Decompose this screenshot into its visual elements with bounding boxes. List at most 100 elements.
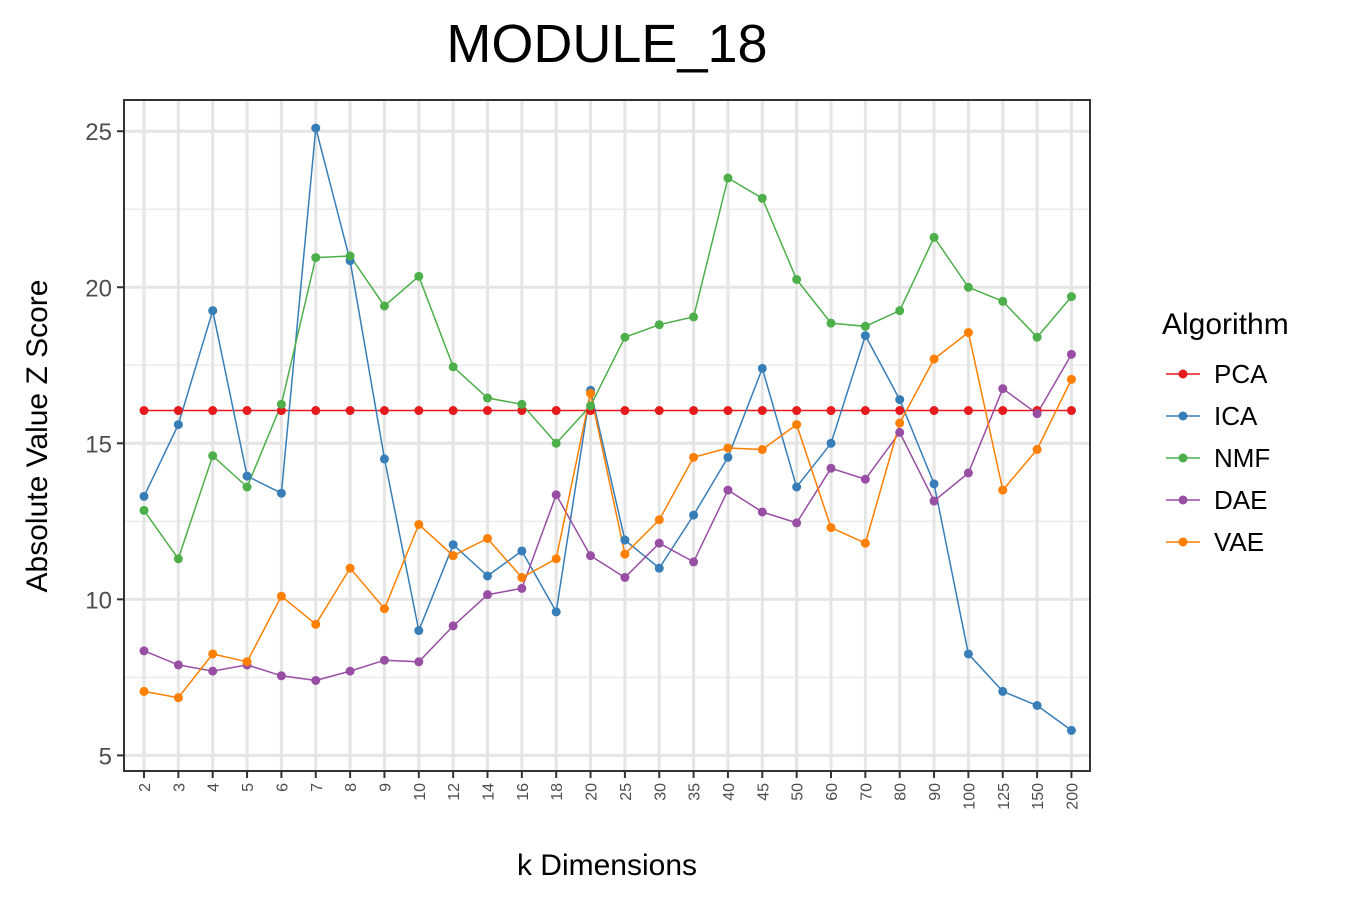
data-point-ica: [826, 438, 836, 448]
y-tick-label: 10: [85, 587, 112, 614]
data-point-nmf: [173, 554, 183, 564]
data-point-nmf: [929, 232, 939, 242]
data-point-ica: [895, 395, 905, 405]
data-point-pca: [723, 406, 733, 416]
data-point-nmf: [1032, 332, 1042, 342]
data-point-pca: [757, 406, 767, 416]
x-tick-label: 125: [996, 783, 1013, 810]
data-point-vae: [414, 519, 424, 529]
data-point-vae: [173, 693, 183, 703]
x-tick-label: 150: [1030, 783, 1047, 810]
data-point-dae: [379, 655, 389, 665]
series-line-dae: [143, 354, 1073, 682]
data-point-dae: [1032, 409, 1042, 419]
data-point-dae: [723, 485, 733, 495]
data-point-pca: [792, 406, 802, 416]
data-point-dae: [654, 538, 664, 548]
data-point-vae: [448, 551, 458, 561]
data-point-pca: [345, 406, 355, 416]
x-tick-label: 90: [927, 783, 944, 801]
data-point-vae: [860, 538, 870, 548]
x-tick-label: 100: [961, 783, 978, 810]
data-point-pca: [139, 406, 149, 416]
legend-label-vae: VAE: [1214, 527, 1264, 557]
data-point-nmf: [998, 296, 1008, 306]
data-point-pca: [242, 406, 252, 416]
data-point-nmf: [689, 312, 699, 322]
data-point-pca: [208, 406, 218, 416]
data-point-vae: [723, 443, 733, 453]
data-point-dae: [414, 657, 424, 667]
x-tick-label: 80: [893, 783, 910, 801]
x-axis-title: k Dimensions: [517, 849, 697, 882]
data-point-nmf: [208, 451, 218, 461]
data-point-nmf: [483, 393, 492, 403]
legend: Algorithm PCA ICA NMF DAE VAE: [1162, 308, 1289, 557]
legend-label-pca: PCA: [1214, 359, 1268, 389]
data-point-pca: [1066, 406, 1076, 416]
data-point-nmf: [276, 399, 286, 409]
data-point-vae: [689, 452, 699, 462]
x-tick-label: 20: [584, 783, 601, 801]
data-point-dae: [792, 518, 802, 528]
series-line-vae: [143, 331, 1073, 699]
data-point-pca: [517, 406, 527, 416]
legend-label-ica: ICA: [1214, 401, 1258, 431]
data-point-dae: [448, 621, 458, 631]
data-point-vae: [345, 563, 355, 573]
data-point-vae: [929, 354, 939, 364]
data-point-ica: [620, 535, 630, 545]
data-point-nmf: [311, 253, 321, 263]
data-point-vae: [620, 549, 630, 559]
data-point-dae: [586, 551, 596, 561]
data-point-pca: [860, 406, 870, 416]
x-tick-label: 30: [652, 783, 669, 801]
data-point-vae: [551, 554, 561, 564]
data-point-vae: [276, 591, 286, 601]
data-point-nmf: [826, 318, 836, 328]
panel-border: [123, 99, 1091, 772]
data-point-pca: [483, 406, 492, 416]
data-point-ica: [448, 540, 458, 550]
data-point-nmf: [723, 173, 733, 183]
data-point-nmf: [654, 320, 664, 330]
data-point-ica: [1032, 700, 1042, 710]
x-tick-label: 12: [446, 783, 463, 801]
data-point-vae: [963, 328, 973, 338]
x-tick-label: 18: [549, 783, 566, 801]
y-axis-title: Absolute Value Z Score: [21, 280, 54, 593]
data-point-dae: [208, 666, 218, 676]
data-point-dae: [551, 490, 561, 500]
x-tick-label: 6: [274, 783, 291, 792]
series-line-nmf: [143, 176, 1073, 561]
x-tick-label: 50: [790, 783, 807, 801]
data-point-dae: [276, 671, 286, 681]
data-point-pca: [963, 406, 973, 416]
data-point-vae: [586, 388, 596, 398]
data-point-pca: [998, 406, 1008, 416]
x-tick-label: 9: [377, 783, 394, 792]
data-point-ica: [208, 306, 218, 316]
x-tick-label: 8: [343, 783, 360, 792]
y-tick-label: 25: [85, 119, 112, 146]
data-point-nmf: [1066, 292, 1076, 302]
data-point-nmf: [792, 274, 802, 284]
data-point-pca: [620, 406, 630, 416]
x-tick-label: 4: [206, 783, 223, 792]
data-point-vae: [998, 485, 1008, 495]
data-point-dae: [1066, 349, 1076, 359]
data-point-nmf: [242, 482, 252, 492]
data-point-ica: [689, 510, 699, 520]
data-point-ica: [517, 546, 527, 556]
x-tick-label: 60: [824, 783, 841, 801]
x-tick-label: 25: [618, 783, 635, 801]
x-tick-label: 10: [412, 783, 429, 801]
data-point-pca: [689, 406, 699, 416]
data-point-nmf: [620, 332, 630, 342]
data-point-ica: [963, 649, 973, 659]
data-point-pca: [276, 406, 286, 416]
data-point-nmf: [345, 251, 355, 261]
chart-title: MODULE_18: [446, 14, 767, 74]
